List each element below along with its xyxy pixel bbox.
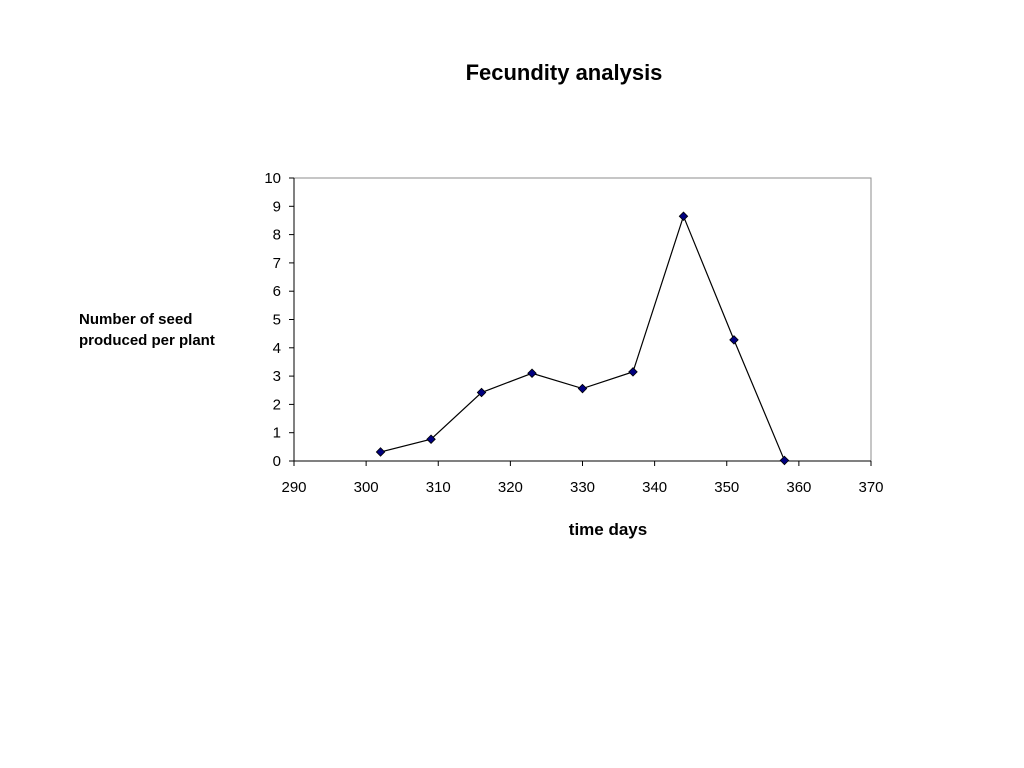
data-point-marker [729, 335, 739, 345]
series-line [380, 214, 786, 461]
data-point-marker [375, 447, 386, 457]
plot-area-frame [293, 177, 872, 462]
x-tick-label: 370 [858, 479, 883, 496]
y-tick-label: 8 [273, 227, 281, 244]
y-tick-label: 0 [273, 453, 281, 470]
data-point-marker [426, 434, 436, 444]
y-tick-label: 3 [273, 368, 281, 385]
x-tick-label: 290 [281, 479, 306, 496]
data-point-marker [527, 368, 537, 379]
data-point-marker [628, 367, 638, 377]
y-tick-label: 10 [264, 170, 281, 187]
y-tick-label: 5 [273, 312, 281, 329]
y-tick-label: 1 [273, 425, 281, 442]
y-axis-label: Number of seed produced per plant [79, 311, 215, 349]
y-tick-label: 2 [273, 396, 281, 413]
data-series [375, 211, 790, 466]
chart-title: Fecundity analysis [465, 60, 663, 85]
data-point-marker [779, 455, 790, 466]
y-axis-ticks: 0 1 2 3 4 5 6 7 8 9 10 [264, 170, 294, 470]
data-point-marker [577, 383, 588, 394]
data-point-marker [678, 211, 689, 221]
x-tick-label: 350 [714, 479, 739, 496]
x-tick-label: 360 [786, 479, 811, 496]
x-tick-label: 320 [498, 479, 523, 496]
x-axis-label: time days [568, 520, 648, 539]
y-tick-label: 6 [273, 283, 281, 300]
x-tick-label: 300 [354, 479, 379, 496]
y-tick-label: 4 [273, 340, 281, 357]
data-point-marker [476, 387, 487, 398]
x-tick-label: 330 [570, 479, 595, 496]
x-tick-label: 310 [426, 479, 451, 496]
y-tick-label: 9 [273, 198, 281, 215]
x-tick-label: 340 [642, 479, 667, 496]
x-axis-ticks: 290 300 310 320 330 340 350 360 370 [281, 461, 884, 496]
y-tick-label: 7 [273, 255, 281, 272]
